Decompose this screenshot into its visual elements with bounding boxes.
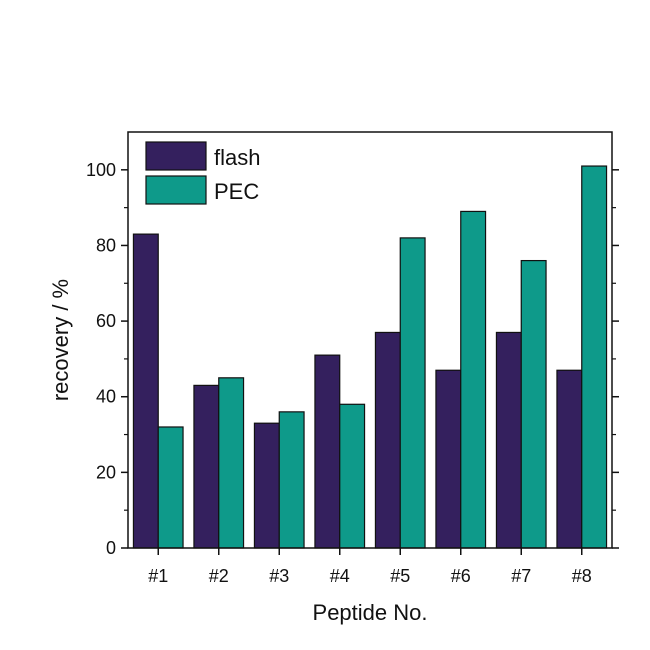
bar-pec-7 bbox=[520, 259, 547, 549]
x-axis-label: Peptide No. bbox=[313, 600, 428, 625]
bar-pec-6 bbox=[460, 210, 487, 549]
bar-flash-2 bbox=[193, 384, 220, 549]
legend-label-flash: flash bbox=[214, 145, 260, 170]
legend-label-pec: PEC bbox=[214, 179, 259, 204]
y-tick-label: 100 bbox=[86, 160, 116, 180]
bar-pec-1 bbox=[157, 426, 184, 549]
legend: flash PEC bbox=[145, 141, 260, 205]
y-axis-label: recovery / % bbox=[48, 279, 73, 401]
bar-flash-6 bbox=[435, 369, 462, 549]
x-tick-label: #5 bbox=[390, 566, 410, 586]
y-tick-label: 20 bbox=[96, 462, 116, 482]
bar-pec-3 bbox=[278, 411, 305, 549]
x-axis: #1 #2 #3 #4 #5 #6 #7 #8 bbox=[148, 548, 592, 586]
bar-flash-8 bbox=[556, 369, 583, 549]
x-tick-label: #1 bbox=[148, 566, 168, 586]
y-tick-label: 80 bbox=[96, 235, 116, 255]
x-tick-label: #3 bbox=[269, 566, 289, 586]
bar-pec-2 bbox=[218, 377, 245, 549]
bar-pec-4 bbox=[339, 403, 366, 549]
legend-swatch-pec bbox=[145, 175, 207, 205]
x-tick-label: #2 bbox=[209, 566, 229, 586]
legend-swatch-flash bbox=[145, 141, 207, 171]
y-tick-label: 60 bbox=[96, 311, 116, 331]
y-axis: 0 20 40 60 80 100 bbox=[86, 160, 619, 558]
x-tick-label: #7 bbox=[511, 566, 531, 586]
x-tick-label: #4 bbox=[330, 566, 350, 586]
bar-pec-8 bbox=[581, 165, 608, 549]
bar-flash-3 bbox=[253, 422, 280, 549]
bar-flash-4 bbox=[314, 354, 341, 549]
plot-frame bbox=[127, 131, 613, 549]
bars-layer bbox=[132, 165, 608, 549]
y-tick-label: 40 bbox=[96, 387, 116, 407]
x-tick-label: #6 bbox=[451, 566, 471, 586]
y-tick-label: 0 bbox=[106, 538, 116, 558]
x-tick-label: #8 bbox=[572, 566, 592, 586]
bar-pec-5 bbox=[399, 237, 426, 549]
bar-flash-5 bbox=[374, 331, 401, 549]
bar-flash-7 bbox=[495, 331, 522, 549]
bar-flash-1 bbox=[132, 233, 159, 549]
